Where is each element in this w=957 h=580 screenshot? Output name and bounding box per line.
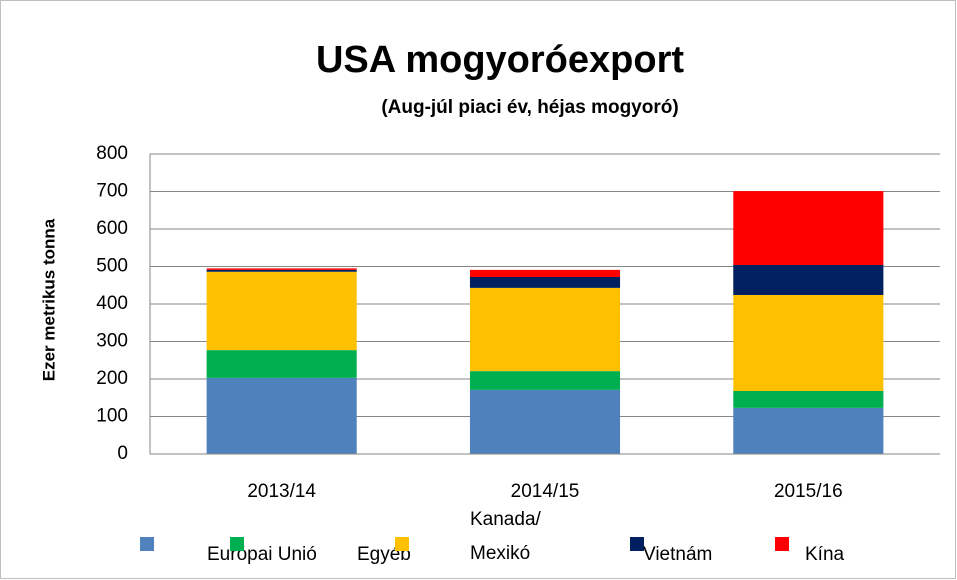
y-tick-label: 800 xyxy=(96,143,128,164)
bar-segment xyxy=(733,295,884,391)
legend-swatch xyxy=(230,537,244,551)
bar-segment xyxy=(206,271,357,351)
bar-segment xyxy=(469,287,621,372)
x-tick-label: 2015/16 xyxy=(774,481,843,502)
x-tick-label: 2013/14 xyxy=(247,481,316,502)
y-tick-label: 500 xyxy=(96,256,128,277)
bar-segment xyxy=(206,350,357,378)
legend-label: Kína xyxy=(805,544,845,565)
y-tick-label: 700 xyxy=(96,181,128,202)
legend-label: Európai Unió xyxy=(207,544,317,565)
bar-segment xyxy=(733,407,884,454)
chart-subtitle: (Aug-júl piaci év, héjas mogyoró) xyxy=(381,97,678,118)
y-tick-label: 400 xyxy=(96,293,128,314)
bar-segment xyxy=(469,371,621,390)
bar-segment xyxy=(206,268,357,270)
bar-segment xyxy=(206,269,357,272)
chart-title: USA mogyoróexport xyxy=(316,39,684,81)
bar-segment xyxy=(469,389,621,454)
bar-segment xyxy=(206,377,357,454)
x-tick-label: 2014/15 xyxy=(511,481,580,502)
bar-segment xyxy=(733,265,884,295)
y-tick-label: 300 xyxy=(96,331,128,352)
y-tick-label: 100 xyxy=(96,406,128,427)
bar-segment xyxy=(469,277,621,288)
legend-swatch xyxy=(140,537,154,551)
y-tick-label: 600 xyxy=(96,218,128,239)
legend-label: Vietnám xyxy=(643,544,713,565)
legend-swatch xyxy=(630,537,644,551)
bar-segment xyxy=(469,269,621,277)
legend-swatch xyxy=(775,537,789,551)
legend-label: Kanada/ Mexikó xyxy=(470,509,541,564)
y-tick-label: 0 xyxy=(117,443,128,464)
y-tick-label: 200 xyxy=(96,368,128,389)
legend-swatch xyxy=(395,537,409,551)
y-axis-label: Ezer metrikus tonna xyxy=(39,218,58,381)
bar-segment xyxy=(733,391,884,408)
bar-segment xyxy=(733,191,884,265)
